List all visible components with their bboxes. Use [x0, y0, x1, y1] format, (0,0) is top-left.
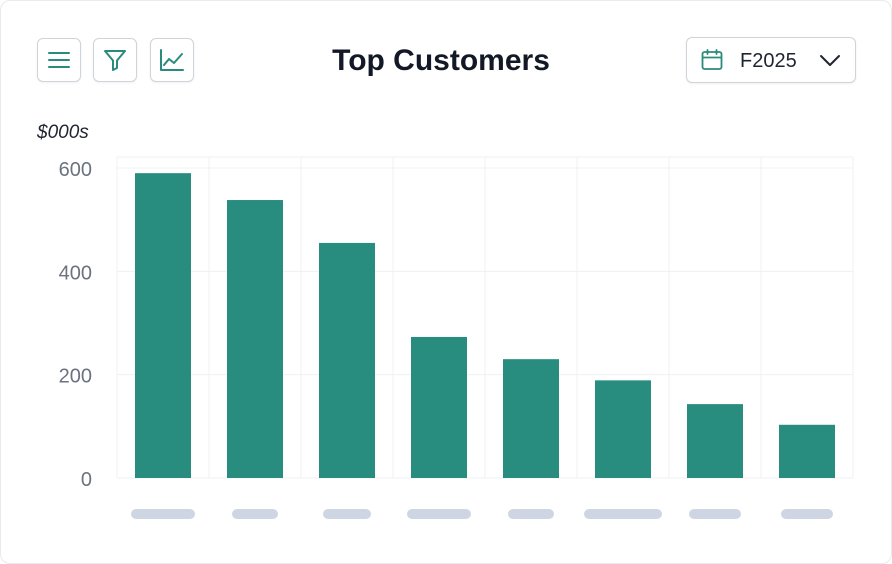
line-chart-icon — [160, 49, 184, 71]
y-tick-label: 600 — [59, 159, 92, 181]
period-value: F2025 — [740, 50, 797, 72]
x-tick-label-placeholder — [508, 509, 554, 519]
menu-button[interactable] — [37, 38, 81, 82]
bar[interactable] — [227, 200, 283, 479]
chevron-down-icon — [820, 55, 840, 66]
bars — [135, 173, 835, 479]
y-tick-label: 400 — [59, 262, 92, 284]
period-dropdown[interactable]: F2025 — [686, 37, 856, 83]
x-tick-label-placeholder — [323, 509, 371, 519]
filter-icon — [104, 50, 126, 71]
bar[interactable] — [411, 336, 467, 478]
y-axis-ticks: 0 200 400 600 — [59, 159, 92, 491]
y-tick-label: 200 — [59, 366, 92, 388]
bar[interactable] — [595, 380, 651, 478]
chart-type-button[interactable] — [150, 38, 194, 82]
x-tick-label-placeholder — [689, 509, 741, 519]
y-axis-unit-label: $000s — [37, 122, 89, 143]
bar[interactable] — [687, 404, 743, 478]
x-axis-labels — [131, 509, 833, 519]
chart-title: Top Customers — [332, 44, 550, 77]
x-tick-label-placeholder — [781, 509, 833, 519]
x-tick-label-placeholder — [232, 509, 278, 519]
filter-button[interactable] — [93, 38, 137, 82]
bar[interactable] — [503, 359, 559, 478]
bar[interactable] — [135, 173, 191, 478]
menu-icon — [48, 52, 70, 68]
x-tick-label-placeholder — [407, 509, 471, 519]
bar[interactable] — [779, 424, 835, 478]
calendar-icon — [701, 49, 723, 70]
bar[interactable] — [319, 242, 375, 478]
x-tick-label-placeholder — [584, 509, 662, 519]
y-tick-label: 0 — [81, 469, 92, 491]
x-tick-label-placeholder — [131, 509, 195, 519]
